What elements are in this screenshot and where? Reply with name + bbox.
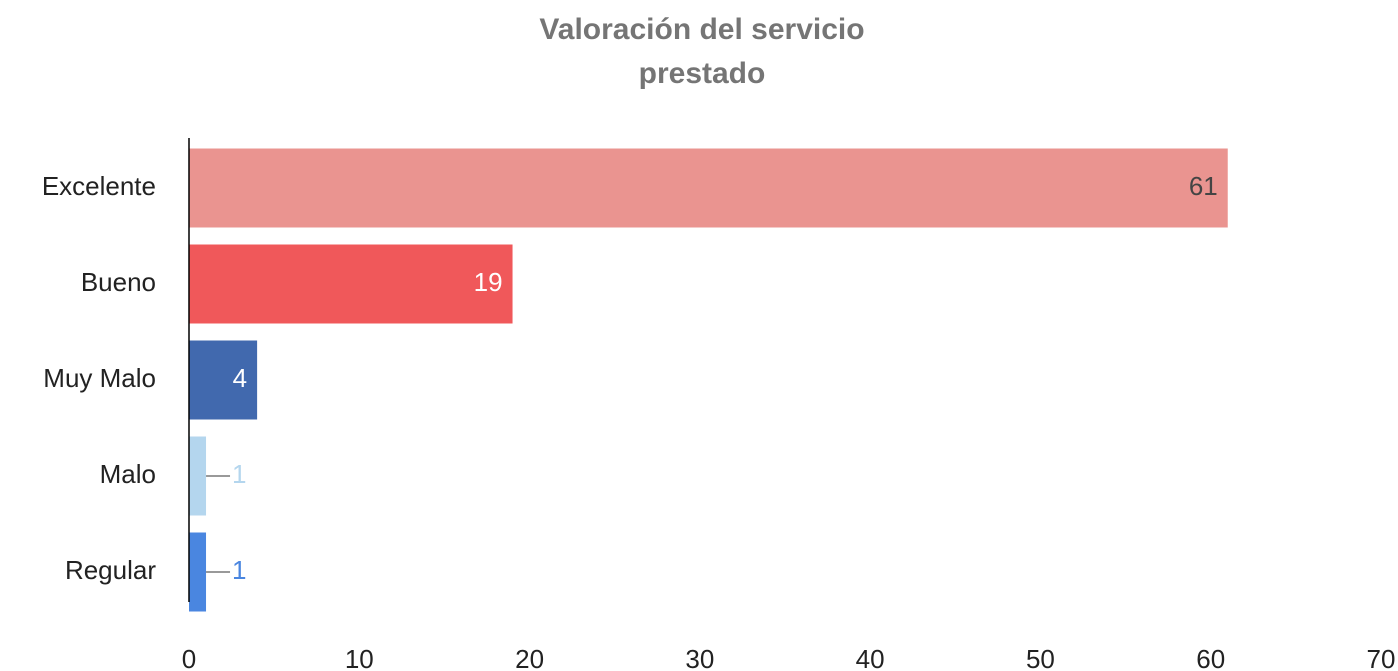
x-tick-label: 0: [182, 644, 196, 671]
x-tick-label: 30: [685, 644, 714, 671]
bar: [189, 148, 1228, 228]
x-tick-label: 20: [515, 644, 544, 671]
x-tick-label: 60: [1196, 644, 1225, 671]
data-label: 1: [232, 555, 246, 585]
bar: [189, 340, 258, 420]
data-label: 61: [1189, 171, 1218, 201]
bar: [189, 436, 207, 516]
x-tick-label: 50: [1026, 644, 1055, 671]
y-tick-label: Bueno: [81, 267, 156, 297]
x-tick-label: 10: [345, 644, 374, 671]
bar: [189, 532, 207, 612]
data-label: 4: [233, 363, 247, 393]
y-tick-label: Excelente: [42, 171, 156, 201]
y-tick-label: Regular: [65, 555, 156, 585]
y-tick-label: Muy Malo: [43, 363, 156, 393]
y-tick-label: Malo: [100, 459, 156, 489]
data-label: 19: [474, 267, 503, 297]
data-label: 1: [232, 459, 246, 489]
bar: [189, 244, 513, 324]
x-tick-label: 70: [1367, 644, 1396, 671]
x-tick-label: 40: [856, 644, 885, 671]
chart-title: Valoración del servicio prestado: [539, 13, 865, 90]
